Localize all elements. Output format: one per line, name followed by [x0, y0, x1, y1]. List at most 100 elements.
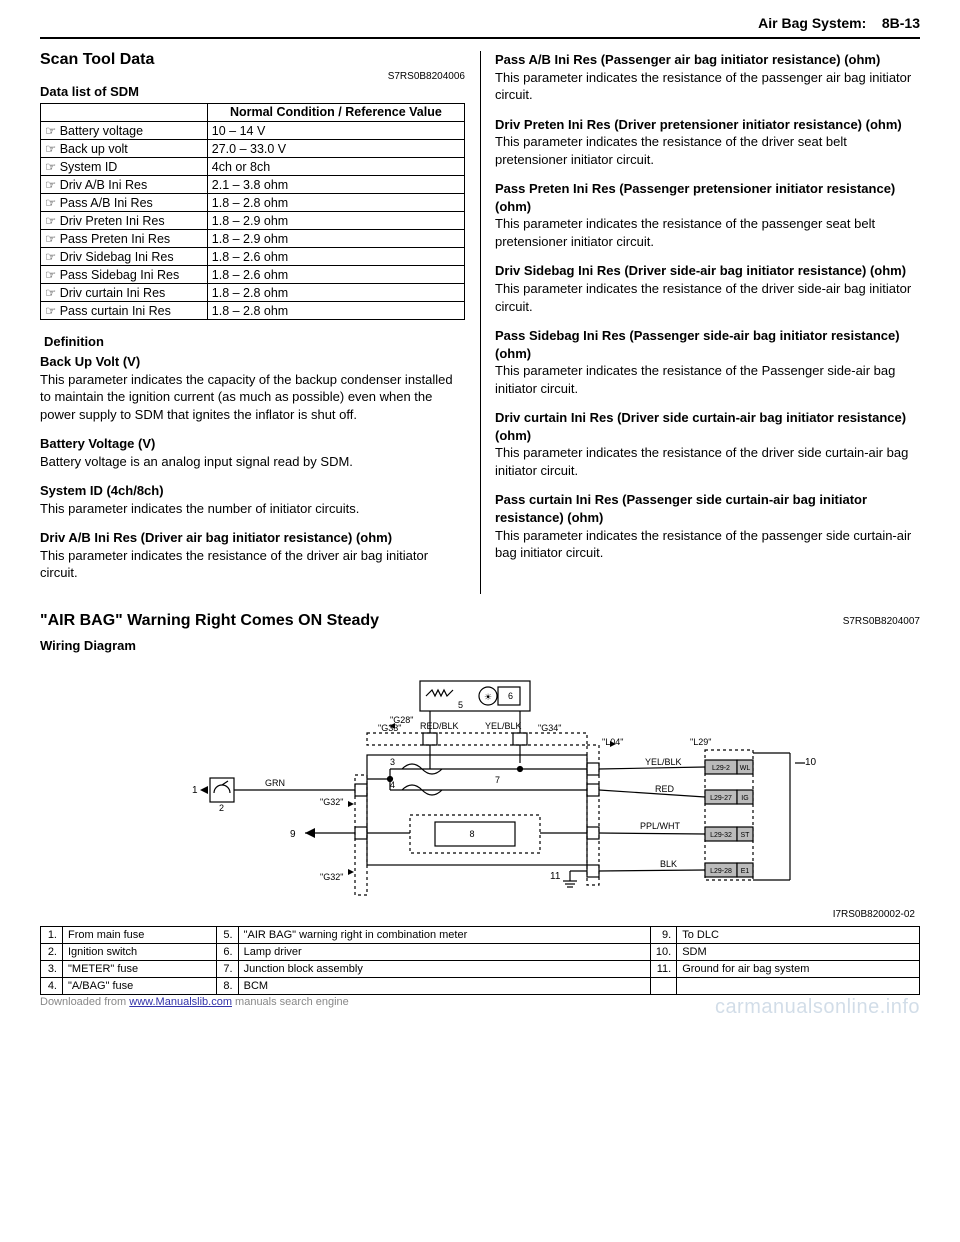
svg-text:6: 6 — [508, 691, 513, 701]
definition-title: Driv A/B Ini Res (Driver air bag initiat… — [40, 529, 465, 547]
diagram-code: I7RS0B820002-02 — [40, 909, 920, 920]
data-list-label: Data list of SDM — [40, 84, 465, 99]
param-value: 1.8 – 2.6 ohm — [207, 266, 464, 284]
param-name: ☞ Battery voltage — [41, 122, 208, 140]
definition-title: Driv curtain Ini Res (Driver side curtai… — [495, 409, 920, 444]
definition-block: Pass A/B Ini Res (Passenger air bag init… — [495, 51, 920, 104]
legend-num: 1. — [41, 927, 63, 944]
table-row: ☞ Pass curtain Ini Res1.8 – 2.8 ohm — [41, 302, 465, 320]
table-row: ☞ Driv Preten Ini Res1.8 – 2.9 ohm — [41, 212, 465, 230]
download-note: Downloaded from www.Manualslib.com manua… — [40, 996, 349, 1019]
svg-text:"L29": "L29" — [690, 737, 711, 747]
definition-body: This parameter indicates the number of i… — [40, 500, 465, 518]
legend-text: Ignition switch — [63, 944, 217, 961]
param-value: 10 – 14 V — [207, 122, 464, 140]
legend-row: 1.From main fuse5."AIR BAG" warning righ… — [41, 927, 920, 944]
svg-text:5: 5 — [458, 700, 463, 710]
legend-text: To DLC — [677, 927, 920, 944]
page-header: Air Bag System: 8B-13 — [40, 15, 920, 39]
svg-text:YEL/BLK: YEL/BLK — [485, 721, 522, 731]
left-column: Scan Tool Data S7RS0B8204006 Data list o… — [40, 51, 465, 594]
legend-text: "METER" fuse — [63, 961, 217, 978]
svg-text:IG: IG — [741, 795, 748, 802]
svg-text:8: 8 — [469, 829, 474, 839]
definition-body: This parameter indicates the resistance … — [495, 69, 920, 104]
definition-title: System ID (4ch/8ch) — [40, 482, 465, 500]
param-name: ☞ Back up volt — [41, 140, 208, 158]
definition-body: This parameter indicates the resistance … — [40, 547, 465, 582]
table-row: ☞ System ID4ch or 8ch — [41, 158, 465, 176]
definition-body: Battery voltage is an analog input signa… — [40, 453, 465, 471]
wiring-title: "AIR BAG" Warning Right Comes ON Steady — [40, 612, 379, 630]
definition-body: This parameter indicates the capacity of… — [40, 371, 465, 424]
manualslib-link[interactable]: www.Manualslib.com — [129, 996, 232, 1008]
legend-row: 4."A/BAG" fuse8.BCM — [41, 978, 920, 995]
header-page: 8B-13 — [882, 15, 920, 31]
param-name: ☞ Pass curtain Ini Res — [41, 302, 208, 320]
definition-body: This parameter indicates the resistance … — [495, 133, 920, 168]
wiring-diagram: ☀ 5 6 "G28" "G33" "G34" RED/BLK — [40, 675, 920, 905]
svg-text:L29-27: L29-27 — [710, 795, 732, 802]
definition-block: Back Up Volt (V)This parameter indicates… — [40, 353, 465, 423]
scan-tool-code: S7RS0B8204006 — [40, 71, 465, 82]
svg-text:"G32": "G32" — [320, 797, 343, 807]
param-name: ☞ Pass Preten Ini Res — [41, 230, 208, 248]
legend-num — [650, 978, 676, 995]
header-section: Air Bag System: — [758, 15, 866, 31]
definition-block: System ID (4ch/8ch)This parameter indica… — [40, 482, 465, 517]
legend-num: 4. — [41, 978, 63, 995]
th-blank — [41, 104, 208, 122]
table-row: ☞ Driv A/B Ini Res2.1 – 3.8 ohm — [41, 176, 465, 194]
svg-text:L29-28: L29-28 — [710, 868, 732, 875]
table-row: ☞ Battery voltage10 – 14 V — [41, 122, 465, 140]
legend-num: 6. — [216, 944, 238, 961]
table-row: ☞ Pass Preten Ini Res1.8 – 2.9 ohm — [41, 230, 465, 248]
legend-table: 1.From main fuse5."AIR BAG" warning righ… — [40, 926, 920, 995]
legend-num: 8. — [216, 978, 238, 995]
legend-num: 11. — [650, 961, 676, 978]
definition-body: This parameter indicates the resistance … — [495, 215, 920, 250]
param-name: ☞ System ID — [41, 158, 208, 176]
param-value: 2.1 – 3.8 ohm — [207, 176, 464, 194]
param-value: 1.8 – 2.9 ohm — [207, 212, 464, 230]
svg-text:"G32": "G32" — [320, 872, 343, 882]
table-row: ☞ Pass Sidebag Ini Res1.8 – 2.6 ohm — [41, 266, 465, 284]
param-name: ☞ Pass A/B Ini Res — [41, 194, 208, 212]
legend-num: 7. — [216, 961, 238, 978]
svg-text:11: 11 — [550, 871, 561, 882]
legend-text: BCM — [238, 978, 650, 995]
legend-text: "AIR BAG" warning right in combination m… — [238, 927, 650, 944]
legend-num: 3. — [41, 961, 63, 978]
param-value: 27.0 – 33.0 V — [207, 140, 464, 158]
definition-body: This parameter indicates the resistance … — [495, 362, 920, 397]
param-name: ☞ Driv Preten Ini Res — [41, 212, 208, 230]
legend-text: From main fuse — [63, 927, 217, 944]
table-row: ☞ Pass A/B Ini Res1.8 – 2.8 ohm — [41, 194, 465, 212]
sdm-table: Normal Condition / Reference Value ☞ Bat… — [40, 103, 465, 320]
watermark: carmanualsonline.info — [715, 996, 920, 1019]
legend-num: 9. — [650, 927, 676, 944]
svg-text:2: 2 — [219, 803, 224, 813]
svg-text:☀: ☀ — [484, 692, 492, 702]
param-value: 1.8 – 2.9 ohm — [207, 230, 464, 248]
svg-text:RED: RED — [655, 784, 675, 794]
legend-text: Ground for air bag system — [677, 961, 920, 978]
svg-text:"G33": "G33" — [378, 723, 401, 733]
definition-body: This parameter indicates the resistance … — [495, 280, 920, 315]
scan-tool-title: Scan Tool Data — [40, 51, 465, 69]
svg-text:WL: WL — [740, 765, 751, 772]
definition-body: This parameter indicates the resistance … — [495, 444, 920, 479]
legend-row: 3."METER" fuse7.Junction block assembly1… — [41, 961, 920, 978]
legend-num: 5. — [216, 927, 238, 944]
definition-title: Pass Sidebag Ini Res (Passenger side-air… — [495, 327, 920, 362]
definition-block: Battery Voltage (V)Battery voltage is an… — [40, 435, 465, 470]
legend-row: 2.Ignition switch6.Lamp driver10.SDM — [41, 944, 920, 961]
param-name: ☞ Driv Sidebag Ini Res — [41, 248, 208, 266]
right-column: Pass A/B Ini Res (Passenger air bag init… — [495, 51, 920, 594]
param-value: 1.8 – 2.6 ohm — [207, 248, 464, 266]
svg-text:"G34": "G34" — [538, 723, 561, 733]
definition-title: Pass A/B Ini Res (Passenger air bag init… — [495, 51, 920, 69]
definition-title: Pass Preten Ini Res (Passenger pretensio… — [495, 180, 920, 215]
legend-num: 2. — [41, 944, 63, 961]
param-name: ☞ Pass Sidebag Ini Res — [41, 266, 208, 284]
